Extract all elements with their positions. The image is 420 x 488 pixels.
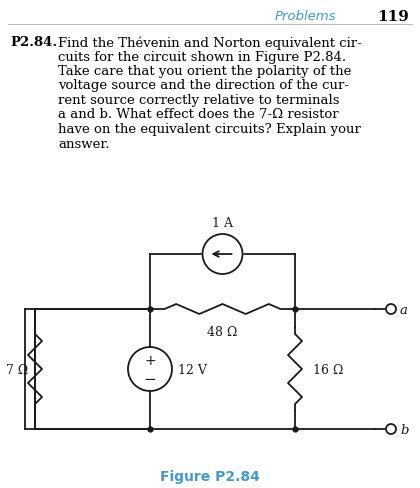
Text: b: b xyxy=(400,423,409,436)
Text: Problems: Problems xyxy=(274,10,336,23)
Text: Take care that you orient the polarity of the: Take care that you orient the polarity o… xyxy=(58,65,352,78)
Text: +: + xyxy=(144,353,156,367)
Text: a and b. What effect does the 7-Ω resistor: a and b. What effect does the 7-Ω resist… xyxy=(58,108,339,121)
Circle shape xyxy=(386,305,396,314)
Text: Figure P2.84: Figure P2.84 xyxy=(160,469,260,483)
Text: 119: 119 xyxy=(377,10,409,24)
Text: 48 Ω: 48 Ω xyxy=(207,325,238,338)
Text: 12 V: 12 V xyxy=(178,363,207,376)
Text: P2.84.: P2.84. xyxy=(10,36,57,49)
Text: Find the Thévenin and Norton equivalent cir-: Find the Thévenin and Norton equivalent … xyxy=(58,36,362,49)
Text: 16 Ω: 16 Ω xyxy=(313,363,344,376)
Text: voltage source and the direction of the cur-: voltage source and the direction of the … xyxy=(58,80,349,92)
Text: answer.: answer. xyxy=(58,137,110,150)
Circle shape xyxy=(386,424,396,434)
Text: have on the equivalent circuits? Explain your: have on the equivalent circuits? Explain… xyxy=(58,123,361,136)
Text: 1 A: 1 A xyxy=(212,217,233,229)
Text: rent source correctly relative to terminals: rent source correctly relative to termin… xyxy=(58,94,339,107)
Text: −: − xyxy=(144,372,156,386)
Text: 7 Ω: 7 Ω xyxy=(6,363,28,376)
Text: a: a xyxy=(400,303,408,316)
Circle shape xyxy=(202,235,242,274)
Text: cuits for the circuit shown in Figure P2.84.: cuits for the circuit shown in Figure P2… xyxy=(58,50,346,63)
